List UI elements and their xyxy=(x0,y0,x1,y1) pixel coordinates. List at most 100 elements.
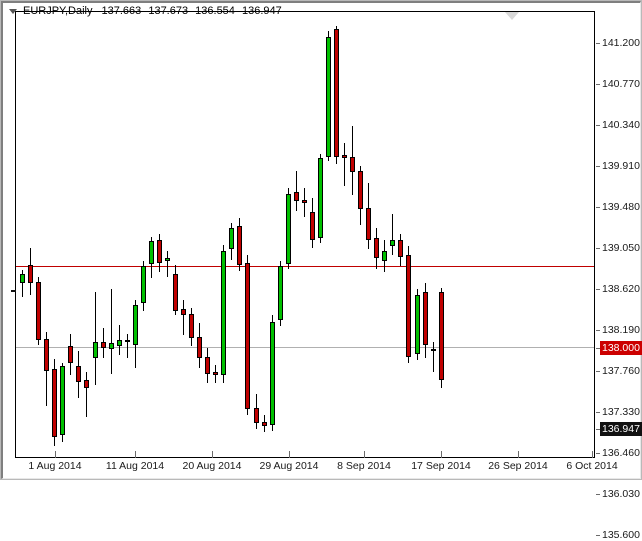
candlestick xyxy=(253,12,259,457)
candle-body-bearish xyxy=(438,292,444,380)
candle-wick xyxy=(392,213,394,256)
candlestick xyxy=(245,12,251,457)
candle-wick xyxy=(344,142,345,186)
candlestick xyxy=(197,12,203,457)
candle-body-bullish xyxy=(148,241,154,265)
date-tick xyxy=(135,451,136,458)
price-axis-label: 139.050 xyxy=(602,242,640,254)
last-price-badge: 136.947 xyxy=(600,422,642,436)
price-axis-label: 140.340 xyxy=(602,119,640,131)
candle-body-bullish xyxy=(430,349,436,352)
date-axis-label: 17 Sep 2014 xyxy=(411,460,471,472)
date-axis-label: 1 Aug 2014 xyxy=(28,460,82,472)
date-axis-label: 8 Sep 2014 xyxy=(337,460,391,472)
price-tick xyxy=(596,43,600,44)
candlestick xyxy=(132,12,138,457)
ohlc-readout: 137.663 137.673 136.554 136.947 xyxy=(102,5,286,17)
candle-body-bullish xyxy=(269,321,275,425)
price-axis-label: 135.600 xyxy=(602,529,640,541)
price-tick xyxy=(596,166,600,167)
candlestick xyxy=(84,12,90,457)
candle-body-bearish xyxy=(366,207,372,240)
price-tick xyxy=(596,125,600,126)
date-axis-label: 11 Aug 2014 xyxy=(105,460,165,472)
candlestick xyxy=(269,12,275,457)
candlestick xyxy=(309,12,315,457)
date-tick xyxy=(441,451,442,458)
candle-body-bearish xyxy=(197,336,203,359)
date-axis-label: 6 Oct 2014 xyxy=(566,460,618,472)
date-tick xyxy=(364,451,365,458)
candle-body-bullish xyxy=(92,341,98,359)
candle-body-bearish xyxy=(36,281,42,340)
candle-wick xyxy=(22,269,23,297)
candle-body-bearish xyxy=(76,366,82,382)
candlestick xyxy=(342,12,347,457)
candlestick xyxy=(221,12,227,457)
candlestick xyxy=(438,12,444,457)
candlestick xyxy=(430,12,436,457)
candlestick xyxy=(164,12,170,457)
candle-body-bearish xyxy=(261,421,267,427)
candle-body-bearish xyxy=(156,239,162,263)
candlestick xyxy=(116,12,122,457)
candlestick xyxy=(68,12,74,457)
price-axis[interactable]: 141.200 140.770 140.340 139.910 139.480 139.0… xyxy=(596,11,642,541)
price-level-line-138 xyxy=(16,266,594,267)
candlestick xyxy=(374,12,380,457)
candlestick xyxy=(92,12,98,457)
candlestick xyxy=(100,12,106,457)
ohlc-open: 137.663 xyxy=(101,5,142,17)
chart-plot-area[interactable] xyxy=(15,11,595,458)
candlestick xyxy=(189,12,195,457)
last-price-gridline xyxy=(16,347,594,348)
date-axis[interactable]: 1 Aug 2014 11 Aug 2014 20 Aug 2014 29 Aug 2… xyxy=(15,451,618,479)
candle-body-bullish xyxy=(382,250,388,262)
candle-body-bearish xyxy=(398,239,404,257)
price-axis-label: 138.620 xyxy=(602,283,640,295)
candlestick xyxy=(36,12,42,457)
price-axis-label: 136.030 xyxy=(602,488,640,500)
candlestick xyxy=(350,12,356,457)
price-axis-label: 137.330 xyxy=(602,406,640,418)
price-tick xyxy=(596,248,600,249)
candlestick xyxy=(156,12,162,457)
candle-wick xyxy=(94,292,96,385)
date-tick xyxy=(289,451,290,458)
candlestick xyxy=(148,12,154,457)
left-edge-tick xyxy=(11,290,16,292)
price-axis-label: 137.760 xyxy=(602,365,640,377)
candlestick xyxy=(422,12,428,457)
candlestick-canvas xyxy=(16,12,594,457)
candle-body-bearish xyxy=(124,340,130,342)
candlestick xyxy=(205,12,211,457)
candle-body-bearish xyxy=(350,156,356,173)
price-tick xyxy=(596,412,600,413)
ohlc-high: 137.673 xyxy=(148,5,189,17)
candlestick xyxy=(301,12,307,457)
date-axis-label: 26 Sep 2014 xyxy=(488,460,548,472)
candle-body-bearish xyxy=(374,238,380,259)
price-axis-label: 139.480 xyxy=(602,201,640,213)
chevron-down-icon[interactable] xyxy=(9,8,17,14)
date-axis-label: 20 Aug 2014 xyxy=(182,460,242,472)
candlestick xyxy=(406,12,412,457)
candle-wick xyxy=(295,170,297,211)
candle-wick xyxy=(126,333,128,359)
candlestick xyxy=(285,12,291,457)
candle-wick xyxy=(118,324,120,356)
candlestick xyxy=(213,12,219,457)
candlestick xyxy=(20,12,25,457)
candlestick xyxy=(366,12,372,457)
candlestick xyxy=(124,12,130,457)
candle-body-bearish xyxy=(181,309,186,316)
candle-body-bearish xyxy=(100,341,106,348)
candle-body-bearish xyxy=(84,380,90,388)
price-tick xyxy=(596,207,600,208)
candle-wick xyxy=(166,250,168,277)
candlestick xyxy=(181,12,186,457)
candlestick xyxy=(398,12,404,457)
candlestick xyxy=(52,12,58,457)
candle-body-bullish xyxy=(108,343,114,350)
